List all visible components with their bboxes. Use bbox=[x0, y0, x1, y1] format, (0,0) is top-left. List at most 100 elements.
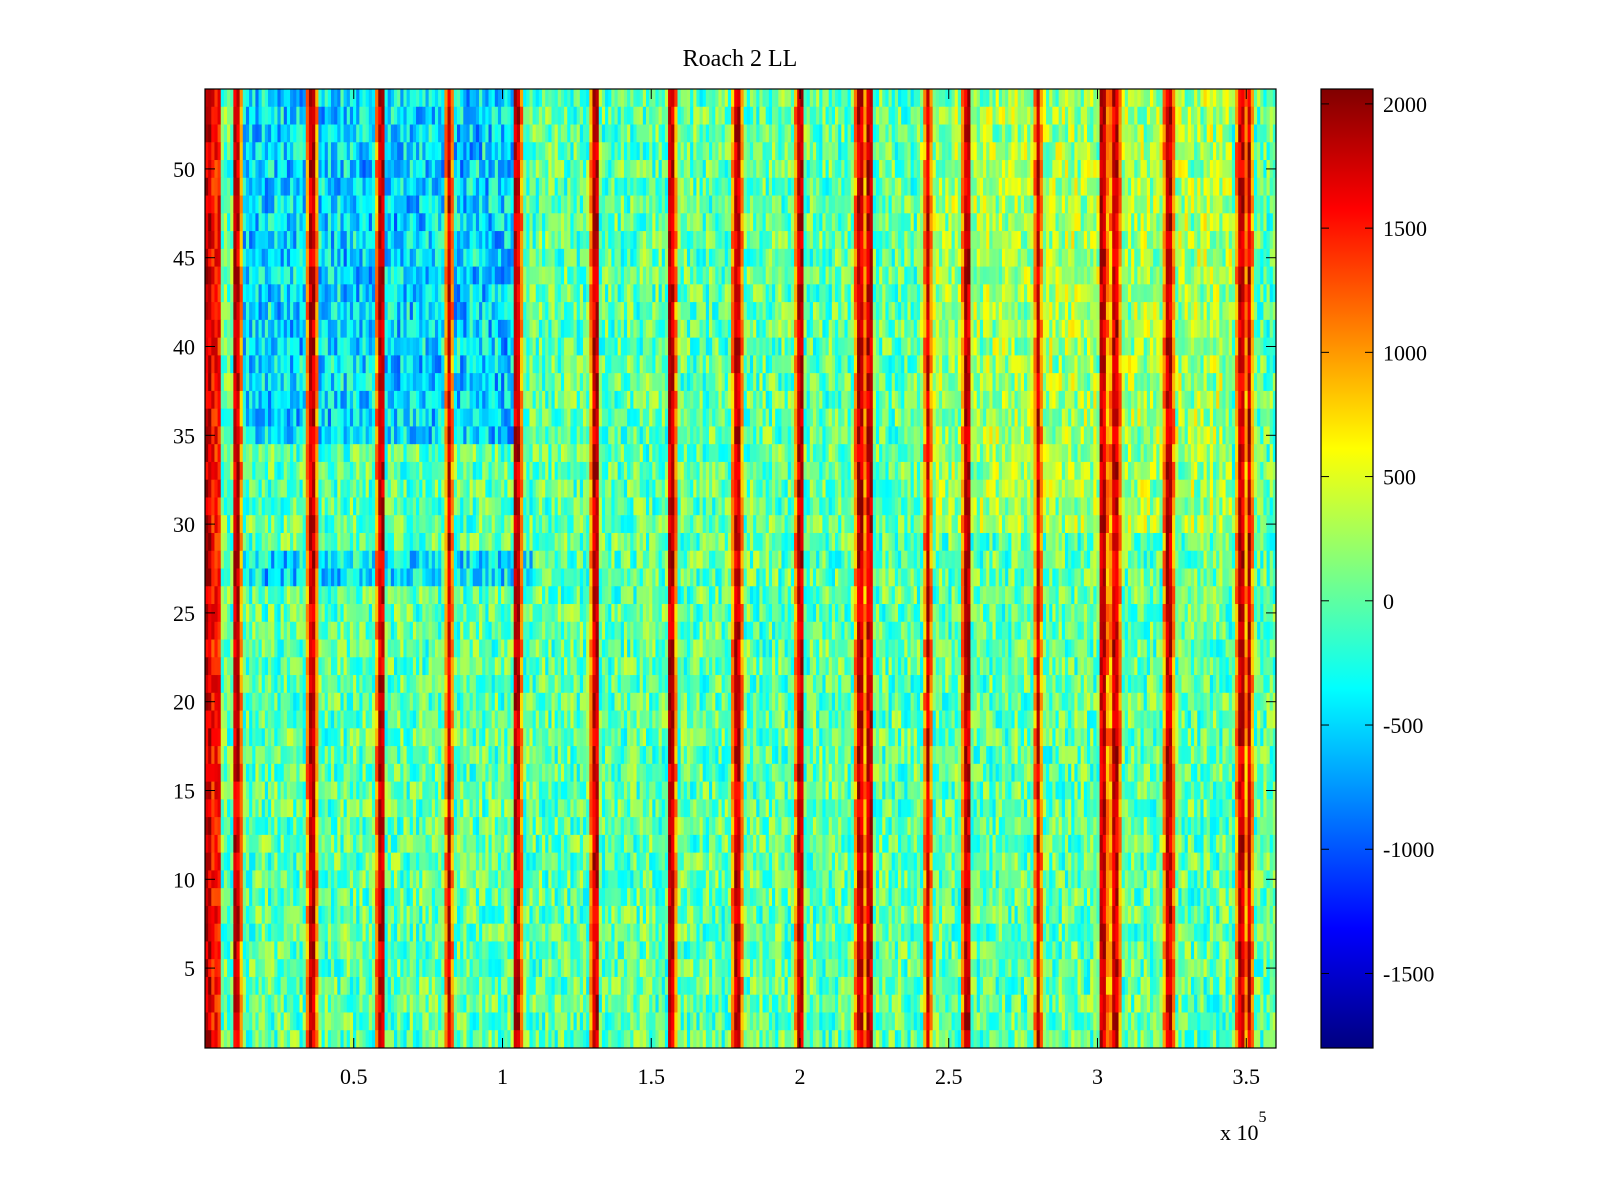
heatmap-cell bbox=[737, 124, 742, 143]
heatmap-cell bbox=[639, 177, 644, 197]
heatmap-cell bbox=[623, 213, 628, 232]
heatmap-cell bbox=[428, 124, 433, 143]
heatmap-cell bbox=[305, 142, 310, 161]
heatmap-cell bbox=[242, 231, 247, 250]
heatmap-cell bbox=[661, 89, 666, 108]
heatmap-cell bbox=[1121, 89, 1126, 108]
heatmap-cell bbox=[983, 89, 987, 108]
heatmap-cell bbox=[1253, 142, 1258, 161]
heatmap-cell bbox=[642, 177, 647, 197]
heatmap-cell bbox=[205, 124, 209, 143]
heatmap-cell bbox=[850, 106, 855, 126]
heatmap-cell bbox=[1216, 177, 1220, 197]
heatmap-cell bbox=[1162, 89, 1167, 108]
heatmap-cell bbox=[271, 231, 275, 250]
heatmap-cell bbox=[951, 177, 956, 197]
heatmap-cell bbox=[838, 89, 842, 108]
heatmap-cell bbox=[299, 195, 304, 214]
heatmap-cell bbox=[863, 195, 868, 214]
heatmap-cell bbox=[365, 89, 370, 108]
heatmap-cell bbox=[926, 106, 931, 126]
heatmap-cell bbox=[277, 89, 282, 108]
heatmap-cell bbox=[1014, 213, 1019, 232]
heatmap-cell bbox=[623, 160, 628, 179]
heatmap-cell bbox=[1036, 106, 1041, 126]
heatmap-cell bbox=[560, 142, 565, 161]
heatmap-cell bbox=[841, 142, 846, 161]
heatmap-cell bbox=[1247, 177, 1252, 197]
heatmap-cell bbox=[1068, 89, 1072, 108]
heatmap-cell bbox=[375, 177, 379, 197]
heatmap-cell bbox=[765, 160, 770, 179]
heatmap-cell bbox=[784, 124, 789, 143]
heatmap-cell bbox=[264, 195, 269, 214]
heatmap-cell bbox=[482, 160, 486, 179]
heatmap-cell bbox=[1263, 106, 1268, 126]
heatmap-cell bbox=[513, 177, 518, 197]
heatmap-cell bbox=[831, 106, 836, 126]
heatmap-cell bbox=[1121, 160, 1126, 179]
heatmap-cell bbox=[271, 195, 275, 214]
heatmap-cell bbox=[664, 124, 669, 143]
heatmap-cell bbox=[938, 195, 943, 214]
heatmap-cell bbox=[1033, 106, 1038, 126]
heatmap-cell bbox=[743, 124, 748, 143]
heatmap-cell bbox=[327, 177, 332, 197]
heatmap-cell bbox=[715, 177, 720, 197]
heatmap-cell bbox=[661, 106, 666, 126]
heatmap-cell bbox=[803, 142, 808, 161]
heatmap-cell bbox=[605, 124, 609, 143]
heatmap-cell bbox=[1184, 213, 1189, 232]
heatmap-cell bbox=[1131, 142, 1135, 161]
heatmap-cell bbox=[611, 124, 616, 143]
heatmap-cell bbox=[349, 195, 354, 214]
heatmap-cell bbox=[617, 142, 622, 161]
heatmap-cell bbox=[756, 213, 760, 232]
heatmap-cell bbox=[693, 213, 697, 232]
heatmap-cell bbox=[378, 160, 382, 179]
heatmap-cell bbox=[731, 106, 735, 126]
heatmap-cell bbox=[365, 106, 370, 126]
heatmap-cell bbox=[217, 177, 222, 197]
heatmap-cell bbox=[321, 160, 326, 179]
heatmap-cell bbox=[302, 160, 307, 179]
heatmap-cell bbox=[731, 160, 735, 179]
heatmap-cell bbox=[765, 177, 770, 197]
heatmap-cell bbox=[220, 195, 225, 214]
heatmap-cell bbox=[677, 213, 682, 232]
heatmap-cell bbox=[863, 142, 868, 161]
heatmap-cell bbox=[737, 195, 742, 214]
heatmap-cell bbox=[964, 177, 968, 197]
heatmap-cell bbox=[998, 160, 1003, 179]
heatmap-cell bbox=[979, 124, 984, 143]
heatmap-cell bbox=[630, 89, 634, 108]
heatmap-cell bbox=[1235, 177, 1239, 197]
heatmap-cell bbox=[668, 106, 672, 126]
heatmap-cell bbox=[605, 106, 609, 126]
heatmap-cell bbox=[356, 213, 360, 232]
heatmap-cell bbox=[932, 142, 937, 161]
heatmap-cell bbox=[1247, 124, 1252, 143]
heatmap-cell bbox=[245, 231, 250, 250]
heatmap-cell bbox=[375, 160, 379, 179]
heatmap-cell bbox=[957, 124, 962, 143]
heatmap-cell bbox=[586, 160, 590, 179]
heatmap-cell bbox=[1206, 177, 1211, 197]
heatmap-cell bbox=[434, 160, 439, 179]
heatmap-cell bbox=[463, 89, 468, 108]
heatmap-cell bbox=[504, 160, 508, 179]
heatmap-cell bbox=[1250, 195, 1255, 214]
heatmap-cell bbox=[1134, 177, 1138, 197]
heatmap-cell bbox=[1143, 106, 1148, 126]
heatmap-cell bbox=[847, 177, 852, 197]
heatmap-cell bbox=[614, 160, 619, 179]
heatmap-cell bbox=[633, 89, 638, 108]
heatmap-cell bbox=[891, 195, 896, 214]
heatmap-cell bbox=[1225, 195, 1230, 214]
heatmap-cell bbox=[882, 177, 886, 197]
heatmap-cell bbox=[472, 160, 477, 179]
heatmap-cell bbox=[1112, 177, 1116, 197]
heatmap-cell bbox=[356, 142, 360, 161]
heatmap-cell bbox=[1030, 160, 1035, 179]
heatmap-cell bbox=[359, 160, 364, 179]
